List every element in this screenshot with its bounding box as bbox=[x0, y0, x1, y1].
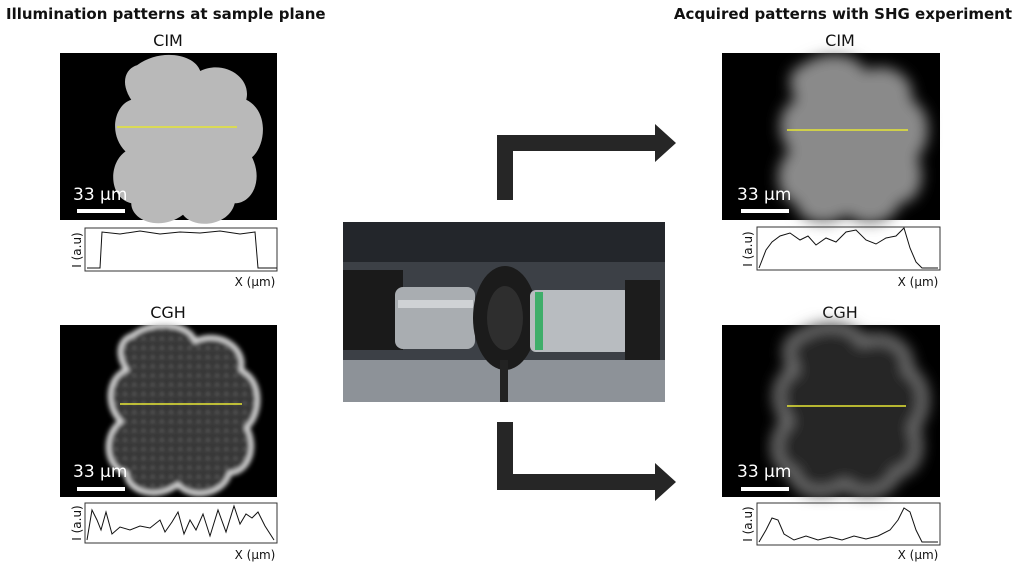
figure: Illumination patterns at sample plane Ac… bbox=[0, 0, 1016, 566]
right-title: Acquired patterns with SHG experiment bbox=[674, 5, 1012, 23]
panel-label: CIM bbox=[825, 31, 855, 50]
x-axis-label: X (µm) bbox=[235, 275, 276, 289]
panel-label: CGH bbox=[150, 303, 186, 322]
scale-label: 33 µm bbox=[73, 462, 127, 482]
scale-label: 33 µm bbox=[737, 185, 791, 205]
y-axis-label: I (a.u) bbox=[70, 232, 84, 268]
profile-box bbox=[757, 503, 940, 545]
y-axis-label: I (a.u) bbox=[70, 505, 84, 541]
profile-curve bbox=[87, 231, 277, 268]
setup-photo bbox=[343, 222, 665, 402]
panel-label: CIM bbox=[153, 31, 183, 50]
pattern bbox=[775, 325, 925, 494]
scale-label: 33 µm bbox=[73, 185, 127, 205]
profile-box bbox=[85, 228, 277, 271]
pattern bbox=[108, 325, 258, 494]
y-axis-label: I (a.u) bbox=[741, 506, 755, 542]
pattern bbox=[113, 55, 263, 224]
profile-curve bbox=[87, 506, 274, 540]
profile-box bbox=[757, 227, 940, 270]
left-title: Illumination patterns at sample plane bbox=[6, 5, 326, 23]
y-axis-label: I (a.u) bbox=[741, 231, 755, 267]
scale-label: 33 µm bbox=[737, 462, 791, 482]
x-axis-label: X (µm) bbox=[898, 548, 939, 562]
arrow bbox=[497, 124, 676, 200]
pattern bbox=[778, 55, 928, 224]
profile-curve bbox=[759, 508, 938, 542]
x-axis-label: X (µm) bbox=[235, 548, 276, 562]
arrow bbox=[497, 422, 676, 501]
x-axis-label: X (µm) bbox=[898, 275, 939, 289]
panel-label: CGH bbox=[822, 303, 858, 322]
profile-curve bbox=[759, 228, 938, 268]
